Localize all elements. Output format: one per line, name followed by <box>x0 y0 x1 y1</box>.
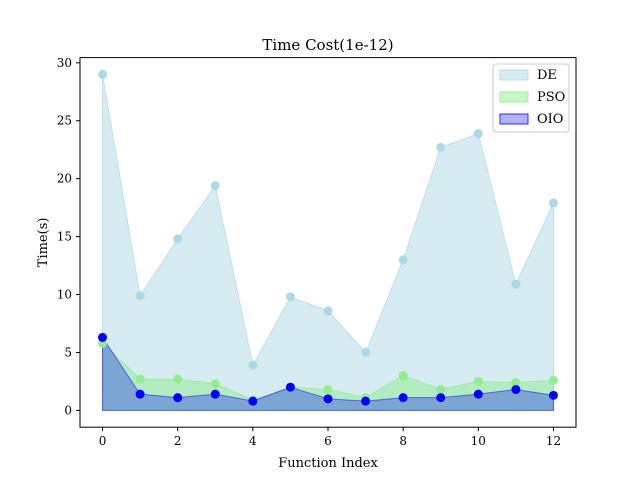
point-de-11 <box>511 279 521 289</box>
x-tick-label: 10 <box>471 434 486 448</box>
y-tick-label: 15 <box>57 230 72 244</box>
point-de-4 <box>248 360 258 370</box>
point-de-9 <box>436 142 446 152</box>
y-tick-label: 30 <box>57 56 72 70</box>
legend-label-pso: PSO <box>537 90 565 105</box>
point-de-12 <box>548 198 558 208</box>
x-tick-label: 4 <box>249 434 257 448</box>
y-tick-label: 0 <box>64 403 72 417</box>
legend-swatch-oio <box>499 113 529 125</box>
point-oio-8 <box>398 393 408 403</box>
point-oio-9 <box>436 393 446 403</box>
point-de-7 <box>361 347 371 357</box>
point-pso-11 <box>511 378 521 388</box>
point-oio-10 <box>473 389 483 399</box>
point-pso-8 <box>398 371 408 381</box>
point-pso-1 <box>135 374 145 384</box>
y-axis-ticks: 0 5 10 15 20 25 30 <box>57 56 80 417</box>
legend-frame <box>492 63 570 133</box>
x-axis-ticks: 0 2 4 6 8 10 12 <box>99 427 561 448</box>
x-axis-label: Function Index <box>278 456 378 471</box>
point-oio-4 <box>248 396 258 406</box>
x-tick-label: 6 <box>324 434 332 448</box>
x-tick-label: 0 <box>99 434 107 448</box>
legend-swatch-de <box>499 69 529 81</box>
x-tick-label: 8 <box>399 434 407 448</box>
point-pso-2 <box>173 374 183 384</box>
point-oio-2 <box>173 393 183 403</box>
point-oio-6 <box>323 394 333 404</box>
y-tick-label: 25 <box>57 114 72 128</box>
point-de-5 <box>285 292 295 302</box>
point-pso-12 <box>548 375 558 385</box>
point-de-1 <box>135 291 145 301</box>
point-de-0 <box>98 69 108 79</box>
legend-label-de: DE <box>537 68 557 83</box>
y-tick-label: 5 <box>64 345 72 359</box>
point-oio-7 <box>361 396 371 406</box>
legend: DE PSO OIO <box>492 63 570 133</box>
x-tick-label: 12 <box>546 434 561 448</box>
chart-title: Time Cost(1e-12) <box>262 36 393 54</box>
legend-label-oio: OIO <box>537 112 563 127</box>
point-de-8 <box>398 255 408 265</box>
point-pso-10 <box>473 376 483 386</box>
point-oio-5 <box>285 382 295 392</box>
point-pso-3 <box>210 379 220 389</box>
point-oio-12 <box>548 390 558 400</box>
point-de-6 <box>323 306 333 316</box>
point-oio-1 <box>135 389 145 399</box>
x-tick-label: 2 <box>174 434 182 448</box>
point-de-10 <box>473 128 483 138</box>
point-pso-9 <box>436 385 446 395</box>
point-oio-0 <box>98 332 108 342</box>
y-axis-label: Time(s) <box>36 218 51 268</box>
point-de-3 <box>210 181 220 191</box>
area-de <box>102 74 554 411</box>
point-oio-3 <box>210 389 220 399</box>
area-series-group <box>102 74 554 411</box>
point-pso-6 <box>323 385 333 395</box>
legend-swatch-pso <box>499 91 529 103</box>
area-oio <box>102 335 554 411</box>
y-tick-label: 20 <box>57 172 72 186</box>
y-tick-label: 10 <box>57 288 72 302</box>
point-de-2 <box>173 234 183 244</box>
marker-group <box>98 69 558 406</box>
point-oio-11 <box>511 385 521 395</box>
